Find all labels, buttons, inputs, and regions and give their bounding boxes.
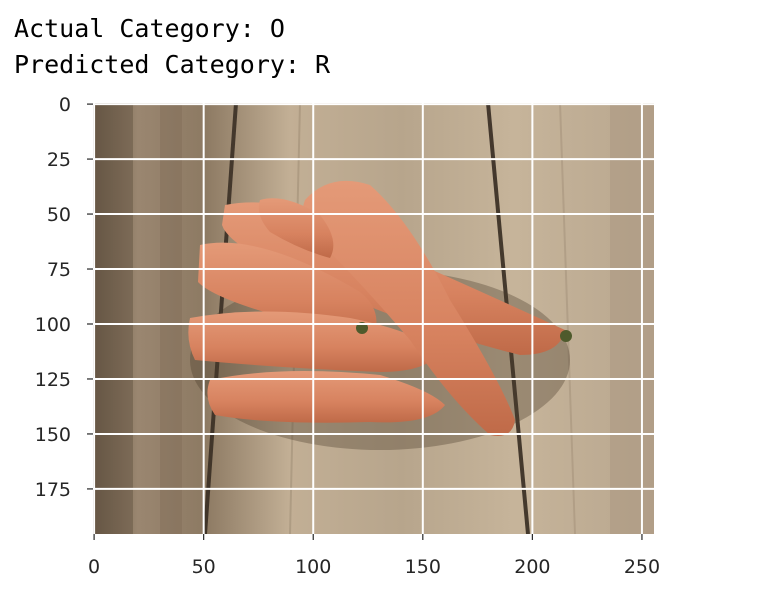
y-tick-label: 175	[35, 479, 71, 501]
x-tick-label: 50	[192, 556, 216, 578]
predicted-category-text: Predicted Category: R	[14, 50, 331, 79]
y-tick-label: 125	[35, 369, 71, 391]
y-axis-ticks: 0 25 50 75 100 125 150 175	[35, 94, 93, 501]
x-axis-ticks: 0 50 100 150 200 250	[88, 534, 660, 578]
carrot-photo	[93, 103, 654, 534]
y-tick-label: 150	[35, 424, 71, 446]
x-tick-label: 200	[514, 556, 550, 578]
y-tick-label: 0	[59, 94, 71, 116]
actual-category-text: Actual Category: O	[14, 14, 285, 43]
y-tick-label: 75	[47, 259, 71, 281]
x-tick-label: 250	[624, 556, 660, 578]
x-tick-label: 100	[295, 556, 331, 578]
grid-lines	[93, 103, 654, 534]
y-tick-label: 50	[47, 204, 71, 226]
x-tick-label: 0	[88, 556, 100, 578]
x-tick-label: 150	[405, 556, 441, 578]
y-tick-label: 25	[47, 149, 71, 171]
y-tick-label: 100	[35, 314, 71, 336]
